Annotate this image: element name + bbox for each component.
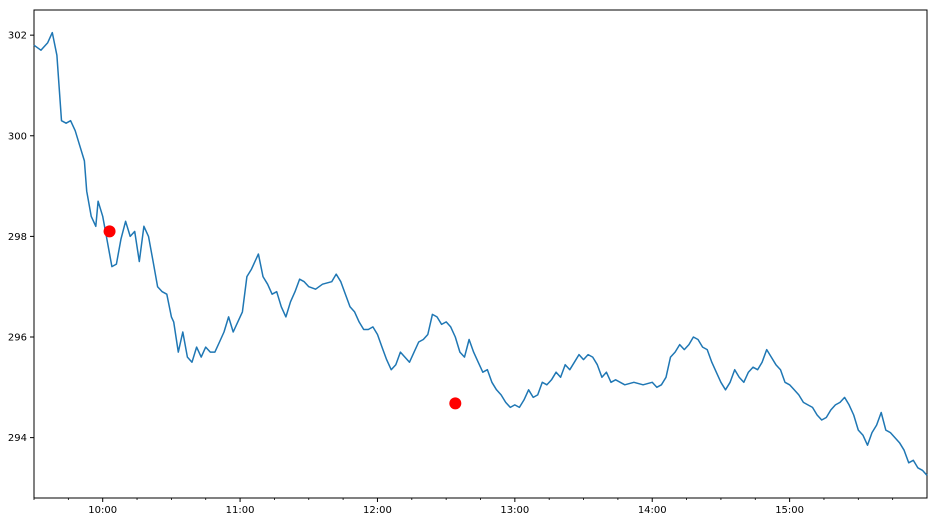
y-tick-label: 300 [8,131,27,142]
x-tick-label: 12:00 [363,505,392,516]
x-tick-label: 15:00 [775,505,804,516]
y-tick-label: 302 [8,31,27,42]
x-tick-label: 11:00 [226,505,255,516]
x-tick-label: 13:00 [500,505,529,516]
x-tick-label: 10:00 [88,505,117,516]
highlight-point-marker [449,397,462,410]
y-axis: 294 296 298 300 302 [8,31,34,444]
y-tick-label: 298 [8,232,27,243]
highlight-point-marker [103,225,116,238]
x-axis: 10:00 11:00 12:00 13:00 14:00 15:00 [33,498,894,516]
y-tick-label: 294 [8,433,27,444]
x-tick-label: 14:00 [638,505,667,516]
markers [103,225,462,410]
plot-area [33,9,928,499]
price-series-line [33,31,928,476]
y-tick-label: 296 [8,333,27,344]
